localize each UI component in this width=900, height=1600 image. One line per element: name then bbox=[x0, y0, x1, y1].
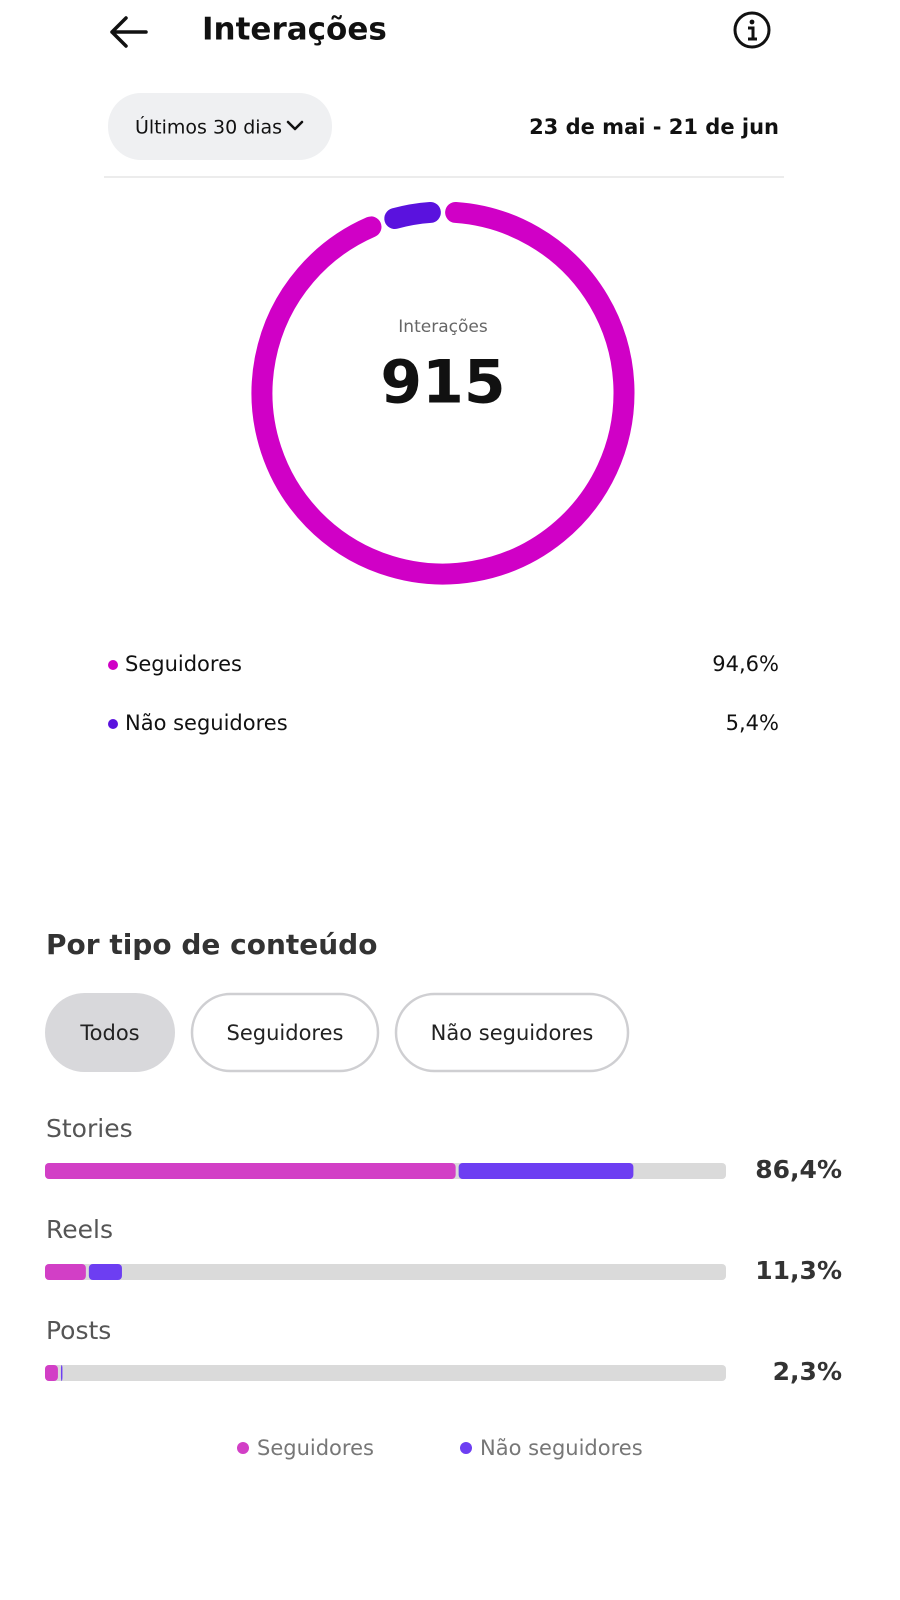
tab-bg bbox=[394, 992, 630, 1073]
bar-total: 11,3% bbox=[755, 1256, 842, 1285]
chevron bbox=[286, 120, 304, 131]
legend-dot bbox=[108, 719, 118, 729]
donut-segment bbox=[384, 201, 441, 230]
bar-track bbox=[45, 1365, 726, 1381]
legend-label: Não seguidores bbox=[480, 1436, 643, 1460]
legend-label: Seguidores bbox=[125, 652, 242, 676]
info-button[interactable] bbox=[733, 11, 771, 49]
section-title: Por tipo de conteúdo bbox=[46, 928, 377, 961]
bar-category: Reels bbox=[46, 1215, 113, 1244]
bar-category: Posts bbox=[46, 1316, 111, 1345]
bar-segment bbox=[45, 1365, 58, 1381]
bar-segment bbox=[45, 1163, 456, 1179]
bar-segment bbox=[60, 1365, 63, 1381]
tab-bg bbox=[190, 992, 380, 1073]
legend-label: Seguidores bbox=[257, 1436, 374, 1460]
tab[interactable]: Todos bbox=[45, 993, 175, 1072]
period-pill bbox=[108, 93, 332, 160]
legend-dot bbox=[237, 1442, 249, 1454]
legend-value: 94,6% bbox=[712, 652, 779, 676]
legend-dot bbox=[108, 660, 118, 670]
legend-value: 5,4% bbox=[726, 711, 779, 735]
info-icon bbox=[733, 11, 771, 49]
bar-total: 2,3% bbox=[773, 1357, 842, 1386]
tab-label: Seguidores bbox=[227, 1021, 344, 1045]
bar-segment bbox=[45, 1264, 86, 1280]
legend-dot bbox=[460, 1442, 472, 1454]
donut-total: 915 bbox=[380, 348, 505, 418]
bar-category: Stories bbox=[46, 1114, 133, 1143]
bar-segment bbox=[88, 1264, 122, 1280]
bar-segment bbox=[458, 1163, 634, 1179]
period-label: Últimos 30 dias bbox=[135, 115, 282, 139]
bar-track bbox=[45, 1264, 726, 1280]
legend-label: Não seguidores bbox=[125, 711, 288, 735]
period-dropdown[interactable]: Últimos 30 dias bbox=[108, 93, 332, 160]
donut-segment bbox=[251, 201, 635, 585]
back-button[interactable] bbox=[110, 16, 148, 48]
tab-label: Todos bbox=[79, 1021, 139, 1045]
date-range: 23 de mai - 21 de jun bbox=[529, 115, 779, 139]
tab-bg bbox=[45, 993, 175, 1072]
tab-label: Não seguidores bbox=[431, 1021, 594, 1045]
page-title: Interações bbox=[202, 12, 387, 48]
info-dot bbox=[749, 19, 755, 25]
info-stem bbox=[748, 26, 757, 41]
tab[interactable]: Seguidores bbox=[190, 992, 380, 1073]
donut-center-label: Interações bbox=[398, 317, 488, 337]
bar-total: 86,4% bbox=[755, 1155, 842, 1184]
back-arrow bbox=[110, 16, 148, 48]
tab[interactable]: Não seguidores bbox=[394, 992, 630, 1073]
